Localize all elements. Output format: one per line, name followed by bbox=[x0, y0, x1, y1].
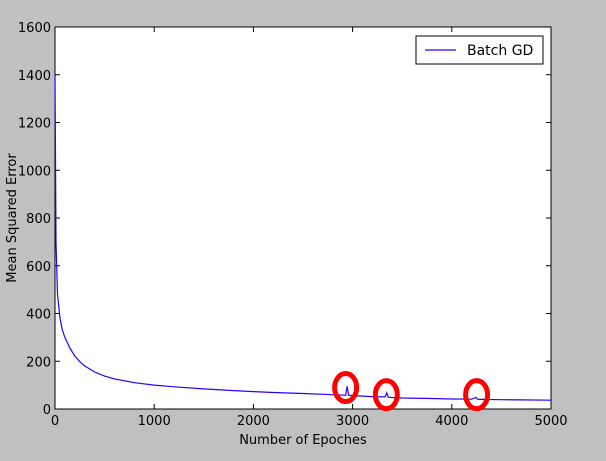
x-tick-label: 1000 bbox=[138, 414, 171, 429]
highlight-circle-annotation bbox=[332, 371, 360, 405]
legend: Batch GD bbox=[415, 35, 544, 65]
y-tick-label: 1000 bbox=[18, 164, 51, 179]
x-tick-label: 5000 bbox=[534, 414, 567, 429]
y-tick-label: 1200 bbox=[18, 117, 51, 132]
y-tick-label: 0 bbox=[43, 403, 51, 418]
y-tick-label: 600 bbox=[26, 260, 51, 275]
legend-label-batch-gd: Batch GD bbox=[467, 43, 533, 59]
x-tick-label: 4000 bbox=[435, 414, 468, 429]
y-axis-label: Mean Squared Error bbox=[5, 153, 20, 283]
highlight-circle-annotation bbox=[463, 378, 491, 412]
x-tick-label: 0 bbox=[51, 414, 59, 429]
y-tick-label: 200 bbox=[26, 355, 51, 370]
x-tick-label: 3000 bbox=[336, 414, 369, 429]
ticks-layer: 0 1000 2000 3000 4000 5000 0 200 400 600 800 1000 12… bbox=[18, 21, 568, 429]
x-axis-label: Number of Epoches bbox=[239, 433, 367, 448]
y-tick-label: 1600 bbox=[18, 21, 51, 36]
y-tick-label: 1400 bbox=[18, 69, 51, 84]
y-tick-label: 400 bbox=[26, 308, 51, 323]
plot-area bbox=[54, 26, 552, 410]
annotations-layer bbox=[332, 371, 491, 412]
x-tick-label: 2000 bbox=[237, 414, 270, 429]
y-tick-label: 800 bbox=[26, 212, 51, 227]
highlight-circle-annotation bbox=[372, 378, 400, 412]
